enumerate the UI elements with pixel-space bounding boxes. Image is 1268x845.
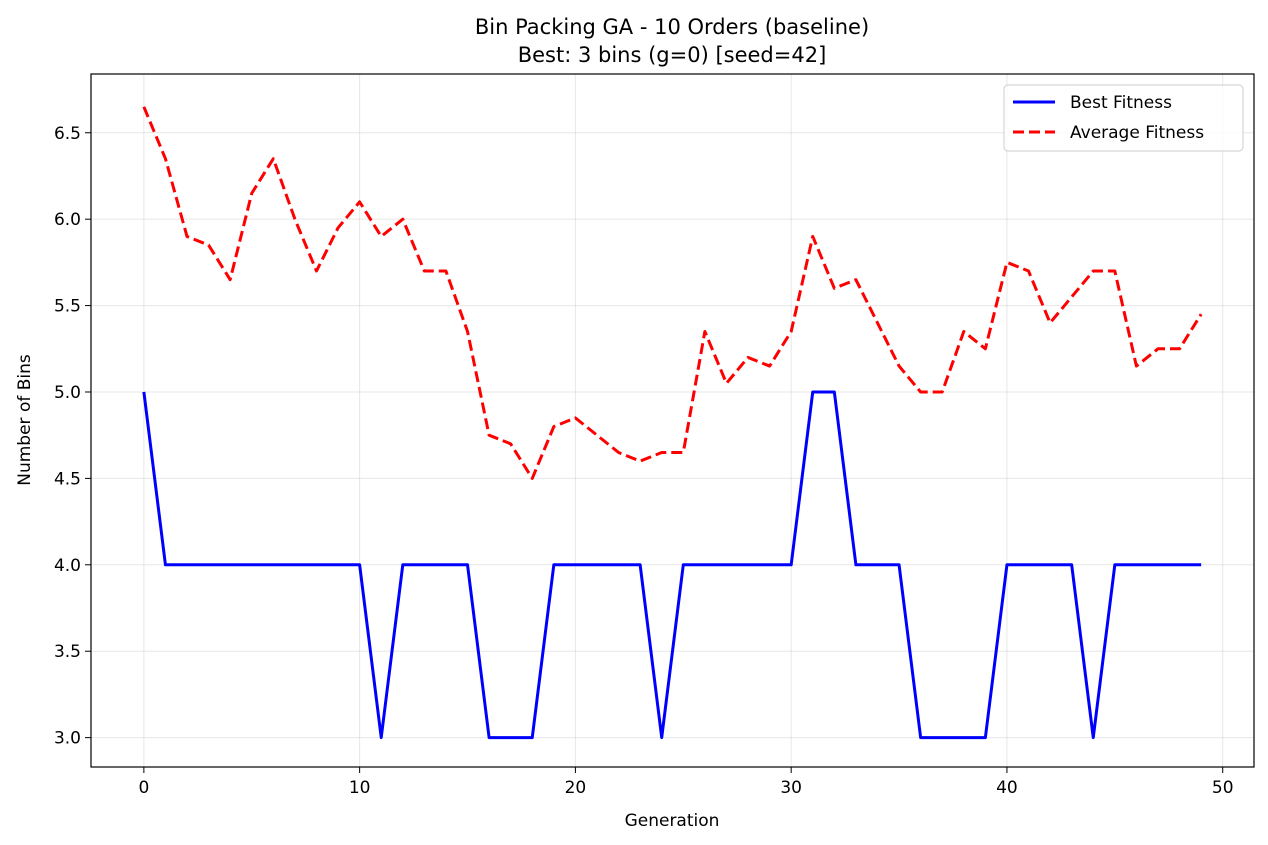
y-tick-label: 6.0	[54, 210, 81, 230]
legend-label-average: Average Fitness	[1070, 123, 1204, 143]
y-tick-label: 4.5	[54, 469, 81, 489]
plot-frame	[90, 73, 1255, 768]
y-tick-label: 3.5	[54, 642, 81, 662]
x-axis-label: Generation	[625, 811, 720, 831]
x-tick-label: 50	[1212, 778, 1234, 798]
y-tick-label: 5.5	[54, 297, 81, 317]
x-tick-label: 30	[780, 778, 802, 798]
x-tick-label: 0	[138, 778, 149, 798]
series-line-average-fitness	[142, 106, 1203, 480]
series-layer	[142, 106, 1203, 740]
y-tick-label: 4.0	[54, 556, 81, 576]
ticks: 0 10 20 30 40 50 3.0 3.5 4.0 4.5 5.0 5.5 6.0 6.5	[54, 124, 1234, 798]
series-line-best-fitness	[142, 390, 1202, 740]
legend-label-best: Best Fitness	[1070, 93, 1172, 113]
x-tick-label: 20	[565, 778, 587, 798]
x-tick-label: 40	[996, 778, 1018, 798]
chart-subtitle: Best: 3 bins (g=0) [seed=42]	[518, 43, 827, 67]
y-tick-label: 5.0	[54, 383, 81, 403]
legend-frame	[1003, 84, 1244, 152]
y-tick-label: 6.5	[54, 124, 81, 144]
x-tick-label: 10	[349, 778, 371, 798]
y-tick-label: 3.0	[54, 729, 81, 749]
y-axis-label: Number of Bins	[15, 354, 35, 486]
legend: Best Fitness Average Fitness	[1003, 84, 1244, 152]
chart-title: Bin Packing GA - 10 Orders (baseline)	[475, 15, 869, 39]
